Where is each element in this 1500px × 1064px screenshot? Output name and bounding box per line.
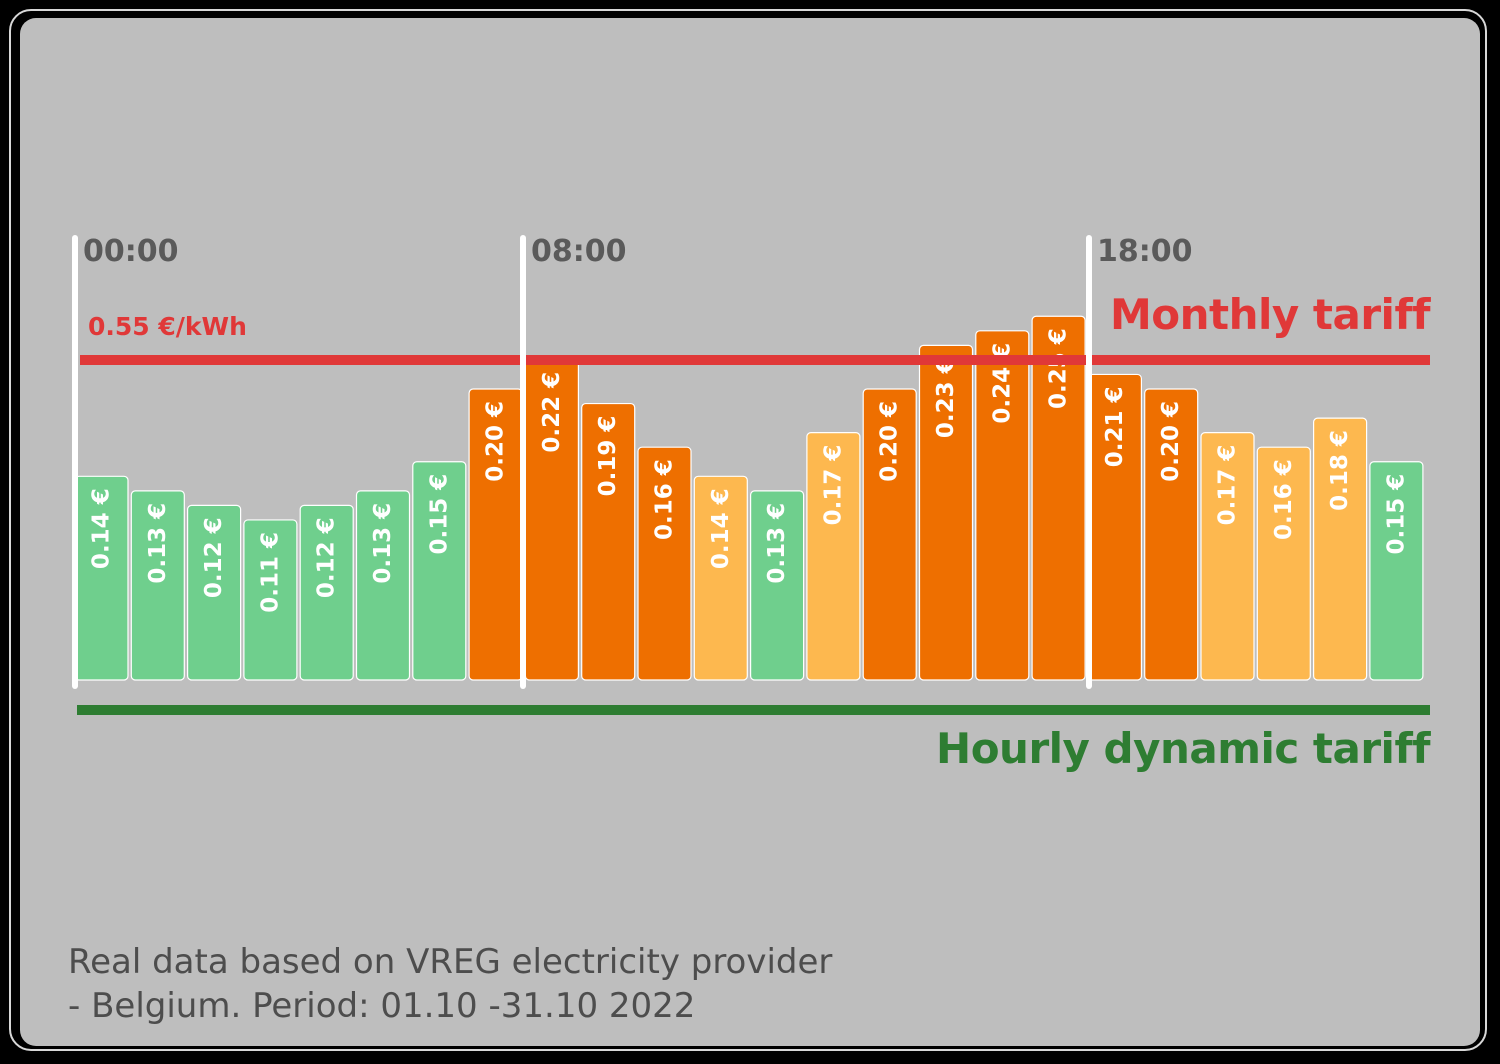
footnote-line-1: Real data based on VREG electricity prov… xyxy=(68,942,833,982)
bar-value-label: 0.11 € xyxy=(257,532,283,613)
bar-value-label: 0.12 € xyxy=(201,517,227,598)
bar-2100 xyxy=(1256,446,1311,681)
bar-value-label: 0.16 € xyxy=(652,459,678,540)
bar-value-label: 0.13 € xyxy=(145,503,171,584)
bars-layer: 0.14 € 0.13 € 0.12 € 0.11 € 0.12 € 0.13 € 0.15… xyxy=(74,315,1424,681)
bar-0900 xyxy=(581,402,636,681)
bar-value-label: 0.25 € xyxy=(1046,328,1072,409)
bar-value-label: 0.12 € xyxy=(314,517,340,598)
bar-0600 xyxy=(412,461,467,681)
bar-value-label: 0.15 € xyxy=(1383,474,1409,555)
bar-value-label: 0.15 € xyxy=(426,474,452,555)
monthly-tariff-legend: Monthly tariff xyxy=(1110,290,1431,339)
bar-0400 xyxy=(299,504,354,681)
bar-value-label: 0.13 € xyxy=(370,503,396,584)
bar-1600 xyxy=(975,330,1030,681)
bar-value-label: 0.24 € xyxy=(989,343,1015,424)
bar-1100 xyxy=(693,475,748,681)
bar-1500 xyxy=(918,344,974,681)
hourly-tariff-legend: Hourly dynamic tariff xyxy=(936,724,1430,773)
bar-value-label: 0.16 € xyxy=(1271,459,1297,540)
bar-0200 xyxy=(187,504,242,681)
bar-value-label: 0.20 € xyxy=(483,401,509,482)
bar-value-label: 0.17 € xyxy=(820,445,846,526)
monthly-rate-label: 0.55 €/kWh xyxy=(88,312,247,341)
bar-0500 xyxy=(355,490,411,681)
bar-value-label: 0.14 € xyxy=(89,488,115,569)
bar-1900 xyxy=(1144,388,1199,681)
time-marker-label-0800: 08:00 xyxy=(531,234,627,269)
bar-value-label: 0.20 € xyxy=(877,401,903,482)
bar-value-label: 0.18 € xyxy=(1327,430,1353,511)
bar-0300 xyxy=(243,519,298,681)
bar-1400 xyxy=(862,388,917,681)
time-marker-label-0000: 00:00 xyxy=(83,234,179,269)
bar-value-label: 0.19 € xyxy=(595,416,621,497)
bar-0100 xyxy=(130,490,185,681)
bar-1300 xyxy=(806,432,861,681)
bar-value-label: 0.22 € xyxy=(539,372,565,453)
bar-1200 xyxy=(749,490,805,681)
time-marker-label-1800: 18:00 xyxy=(1097,234,1193,269)
bar-value-label: 0.21 € xyxy=(1102,386,1128,467)
bar-1000 xyxy=(637,446,692,681)
bar-2200 xyxy=(1312,417,1368,681)
bar-value-label: 0.23 € xyxy=(933,357,959,438)
bar-2000 xyxy=(1200,432,1255,681)
outer-frame xyxy=(9,9,1487,1051)
bar-value-label: 0.13 € xyxy=(764,503,790,584)
footnote-line-2: - Belgium. Period: 01.10 -31.10 2022 xyxy=(68,986,696,1026)
footnote: Real data based on VREG electricity prov… xyxy=(68,940,968,1028)
bar-value-label: 0.14 € xyxy=(708,488,734,569)
bar-value-label: 0.17 € xyxy=(1215,445,1241,526)
bar-2300 xyxy=(1369,461,1424,681)
bar-value-label: 0.20 € xyxy=(1158,401,1184,482)
bar-1700 xyxy=(1031,315,1086,681)
